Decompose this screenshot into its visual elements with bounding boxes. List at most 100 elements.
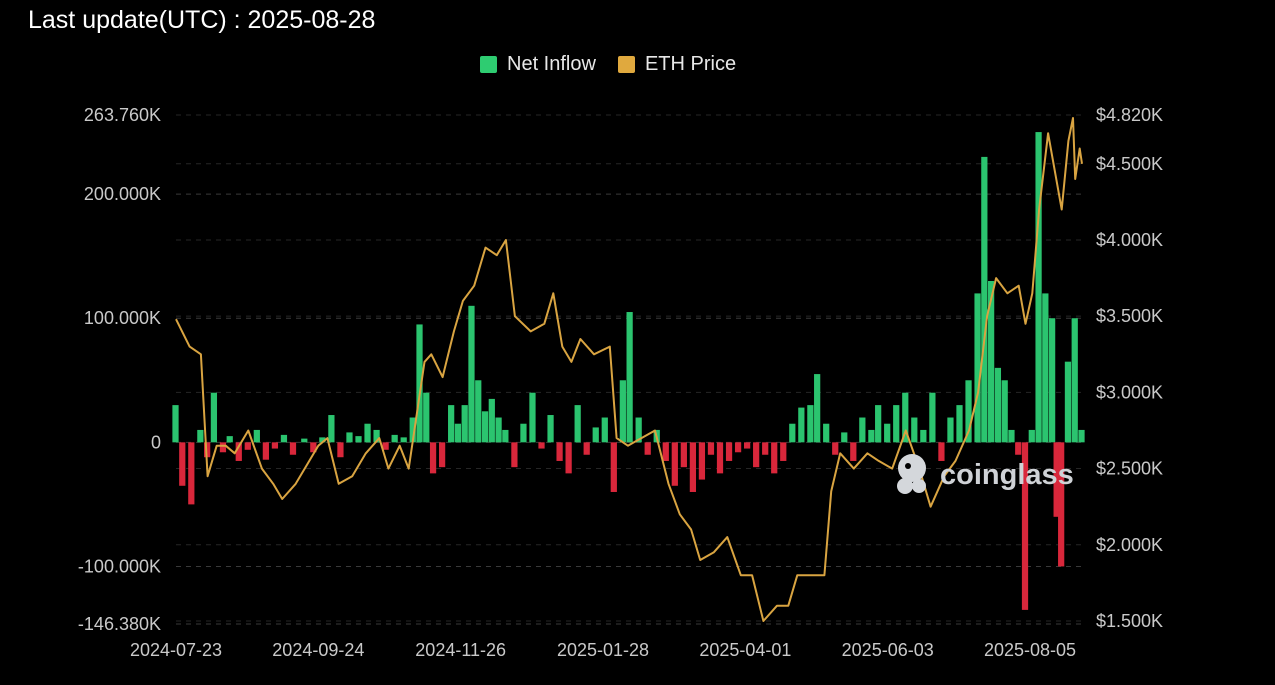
net-inflow-bar xyxy=(547,415,554,443)
left-y-axis: 263.760K 200.000K 100.000K 0 -100.000K -146.3… xyxy=(78,105,161,634)
net-inflow-bar xyxy=(382,442,389,450)
right-axis-tick-label: $2.000K xyxy=(1096,535,1163,555)
right-axis-tick-label: $2.500K xyxy=(1096,459,1163,479)
net-inflow-bar xyxy=(920,429,927,443)
net-inflow-bar xyxy=(1053,442,1060,517)
net-inflow-bar xyxy=(438,442,446,468)
net-inflow-bar xyxy=(502,429,509,443)
right-axis-tick-label: $3.000K xyxy=(1096,382,1163,402)
net-inflow-bar xyxy=(188,442,195,505)
net-inflow-bar xyxy=(280,434,288,443)
net-inflow-bar xyxy=(1071,318,1078,443)
net-inflow-bar xyxy=(841,432,848,443)
x-axis-tick-label: 2024-11-26 xyxy=(415,640,506,660)
left-axis-tick-label: 0 xyxy=(151,432,161,452)
net-inflow-bar xyxy=(262,442,269,460)
net-inflow-bar xyxy=(481,411,489,443)
net-inflow-bar xyxy=(911,417,918,443)
net-inflow-bar xyxy=(744,442,751,449)
net-inflow-bar xyxy=(301,438,308,443)
net-inflow-bar xyxy=(210,392,218,443)
net-inflow-bar xyxy=(689,442,697,492)
net-inflow-bar xyxy=(468,305,475,443)
net-inflow-bar xyxy=(355,436,362,443)
right-axis-tick-label: $3.500K xyxy=(1096,306,1163,326)
net-inflow-bar xyxy=(253,429,260,443)
right-axis-tick-label: $4.820K xyxy=(1096,105,1163,125)
net-inflow-bar xyxy=(635,417,642,443)
net-inflow-bar xyxy=(1028,429,1035,443)
right-axis-tick-label: $4.500K xyxy=(1096,154,1163,174)
net-inflow-bar xyxy=(364,423,371,443)
left-axis-tick-label: 100.000K xyxy=(84,308,161,328)
net-inflow-bar xyxy=(409,417,416,443)
net-inflow-bar xyxy=(771,442,778,474)
net-inflow-bar xyxy=(974,293,981,443)
net-inflow-bar xyxy=(244,442,251,450)
net-inflow-bar xyxy=(988,281,995,443)
net-inflow-bar xyxy=(626,312,633,443)
net-inflow-bar xyxy=(893,405,900,443)
net-inflow-bar xyxy=(929,392,936,443)
net-inflow-bar xyxy=(197,429,204,443)
legend-item-eth-price[interactable]: ETH Price xyxy=(617,53,737,76)
net-inflow-bar xyxy=(289,442,297,455)
net-inflow-bar xyxy=(698,442,706,480)
net-inflow-bar xyxy=(1015,442,1022,455)
net-inflow-bar xyxy=(429,442,437,474)
legend-item-net-inflow[interactable]: Net Inflow xyxy=(480,53,596,76)
net-inflow-bar xyxy=(565,442,572,474)
net-inflow-bar xyxy=(495,417,502,443)
net-inflow-bar xyxy=(671,442,678,486)
x-axis: 2024-07-23 2024-09-24 2024-11-26 2025-01-28… xyxy=(130,640,1076,660)
net-inflow-bar xyxy=(1078,429,1085,443)
legend-swatch-net-inflow xyxy=(480,56,497,73)
net-inflow-bar xyxy=(271,442,279,449)
net-inflow-bar xyxy=(416,324,423,443)
coinglass-watermark: coinglass xyxy=(897,454,1074,494)
net-inflow-bar xyxy=(556,442,563,461)
net-inflow-bar xyxy=(875,405,882,443)
net-inflow-bar xyxy=(1035,132,1042,443)
net-inflow-bar xyxy=(716,442,724,474)
left-axis-tick-label: 200.000K xyxy=(84,184,161,204)
net-inflow-bar xyxy=(662,442,669,461)
x-axis-tick-label: 2025-04-01 xyxy=(699,640,791,660)
net-inflow-bar xyxy=(172,405,179,443)
net-inflow-bar xyxy=(965,380,972,443)
net-inflow-bar xyxy=(310,442,317,453)
left-axis-tick-label: -100.000K xyxy=(78,556,161,576)
net-inflow-bar xyxy=(884,423,891,443)
net-inflow-bar xyxy=(592,427,599,443)
net-inflow-bar xyxy=(400,437,407,443)
legend-label-eth-price: ETH Price xyxy=(644,53,737,75)
net-inflow-bar xyxy=(391,434,398,443)
net-inflow-bar xyxy=(583,442,590,455)
legend-label-net-inflow: Net Inflow xyxy=(507,53,596,75)
net-inflow-bar xyxy=(454,423,462,443)
net-inflow-bar xyxy=(423,392,430,443)
net-inflow-bar xyxy=(619,380,626,443)
left-axis-tick-label: -146.380K xyxy=(78,614,161,634)
coinglass-logo-icon xyxy=(897,454,926,494)
net-inflow-bar xyxy=(680,442,687,468)
net-inflow-bar xyxy=(981,156,988,443)
net-inflow-bar xyxy=(610,442,617,492)
net-inflow-bar xyxy=(328,415,335,443)
net-inflow-bar xyxy=(179,442,186,486)
legend-swatch-eth-price xyxy=(617,56,635,73)
x-axis-tick-label: 2025-06-03 xyxy=(842,640,934,660)
net-inflow-bar xyxy=(780,442,787,461)
net-inflow-bar xyxy=(725,442,733,461)
x-axis-tick-label: 2024-07-23 xyxy=(130,640,222,660)
net-inflow-bar xyxy=(226,436,233,443)
net-inflow-bar xyxy=(947,417,954,443)
net-inflow-bar xyxy=(1042,293,1049,443)
net-inflow-bar xyxy=(520,423,527,443)
eth-price-line xyxy=(175,117,1083,622)
net-inflow-bar xyxy=(707,442,715,455)
net-inflow-bar xyxy=(538,442,545,449)
x-axis-tick-label: 2024-09-24 xyxy=(272,640,364,660)
net-inflow-bar xyxy=(574,405,581,443)
right-axis-tick-label: $1.500K xyxy=(1096,611,1163,631)
